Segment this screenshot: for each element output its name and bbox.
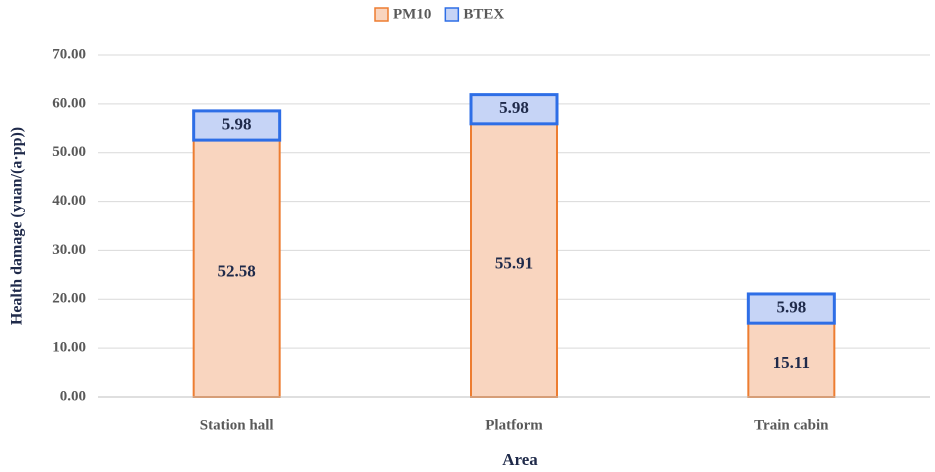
x-tick-label: Train cabin <box>754 417 829 433</box>
bar-segment <box>192 109 282 142</box>
y-tick-label: 10.00 <box>52 340 86 356</box>
y-tick-label: 0.00 <box>60 388 86 404</box>
legend-label: PM10 <box>393 6 431 22</box>
x-tick-label: Platform <box>485 417 543 433</box>
bar-segment <box>470 122 558 398</box>
y-tick-label: 20.00 <box>52 291 86 307</box>
y-tick-label: 30.00 <box>52 242 86 258</box>
legend-swatch <box>444 7 460 22</box>
data-label: 52.58 <box>218 261 256 280</box>
data-label: 15.11 <box>773 353 810 372</box>
legend-label: BTEX <box>463 6 504 22</box>
bar-segment <box>192 139 281 399</box>
bar-segment <box>747 322 836 398</box>
bar-segment <box>746 292 836 325</box>
x-tick-label: Station hall <box>200 417 274 433</box>
y-tick-label: 60.00 <box>52 95 86 111</box>
y-tick-label: 50.00 <box>52 144 86 160</box>
data-label: 5.98 <box>499 98 529 117</box>
data-label: 5.98 <box>776 297 806 316</box>
y-tick-label: 40.00 <box>52 193 86 209</box>
legend-swatch <box>374 7 389 22</box>
data-label: 55.91 <box>495 253 533 272</box>
bar-segment <box>469 93 559 126</box>
x-axis-label: Area <box>502 450 538 469</box>
y-axis-label: Health damage (yuan/(a·pp)) <box>9 127 26 325</box>
y-tick-label: 70.00 <box>52 46 86 62</box>
data-label: 5.98 <box>222 114 252 133</box>
